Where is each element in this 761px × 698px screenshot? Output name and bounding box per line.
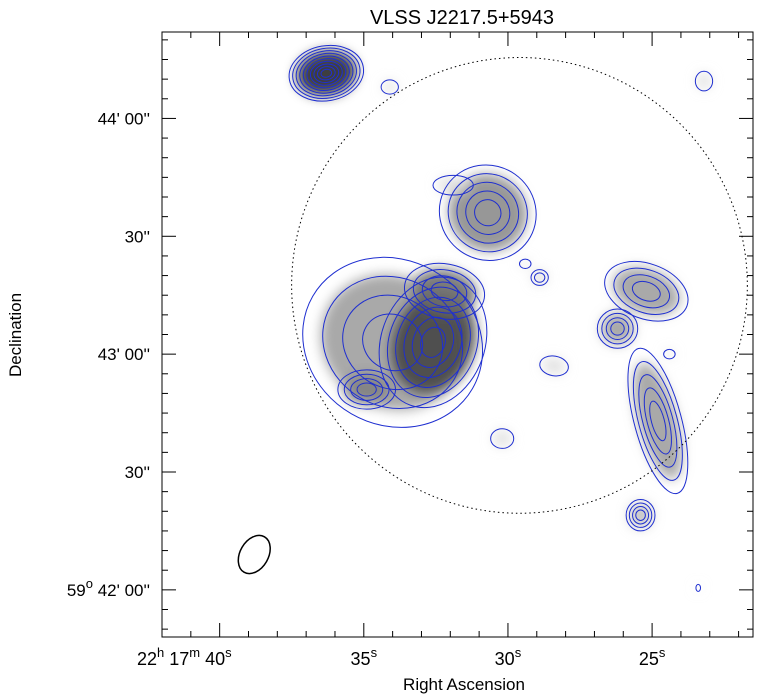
contour-level bbox=[337, 369, 397, 410]
contour-level bbox=[635, 509, 646, 521]
y-tick-label: 59o​ 42' 00'' bbox=[67, 576, 150, 600]
y-tick-label: 30'' bbox=[125, 227, 150, 246]
y-axis-label: Declination bbox=[6, 293, 25, 377]
contour-level bbox=[342, 294, 444, 391]
contour-level bbox=[395, 296, 471, 389]
contour-level bbox=[320, 68, 333, 78]
contour-level bbox=[465, 190, 511, 235]
contour-level bbox=[631, 280, 661, 302]
contour-level bbox=[412, 269, 477, 314]
x-tick-label: 25s​ bbox=[639, 645, 666, 669]
emission-blob bbox=[492, 430, 512, 447]
contour-level bbox=[299, 52, 354, 94]
emission-blob bbox=[382, 81, 397, 93]
contour-level bbox=[403, 306, 463, 378]
contour-level bbox=[380, 79, 399, 95]
contour-level bbox=[378, 276, 488, 409]
emission-blob bbox=[697, 73, 711, 89]
contour-level bbox=[288, 44, 365, 102]
contour-level bbox=[605, 317, 630, 341]
x-tick-labels: 22h​ 17m​ 40s​ 35s​ 30s​ 25s​ bbox=[137, 645, 666, 669]
contour-level bbox=[356, 382, 377, 397]
x-tick-label: 22h​ 17m​ 40s​ bbox=[137, 645, 232, 669]
contour-level bbox=[490, 428, 515, 449]
contour-level bbox=[438, 164, 537, 261]
contour-level bbox=[601, 312, 634, 345]
contour-level bbox=[292, 47, 361, 99]
contour-level bbox=[530, 269, 549, 286]
contour-level bbox=[302, 55, 350, 91]
contour-level bbox=[313, 63, 340, 84]
contour-level bbox=[350, 378, 384, 401]
contour-level bbox=[362, 313, 424, 372]
contour-level bbox=[694, 70, 714, 92]
contour-level bbox=[627, 347, 689, 495]
emission-blob bbox=[612, 267, 680, 316]
y-tick-label: 44' 00'' bbox=[98, 109, 150, 128]
contour-level bbox=[430, 281, 459, 302]
contour-level bbox=[632, 360, 683, 481]
emission-blob bbox=[412, 268, 477, 314]
greyscale-emission bbox=[296, 50, 711, 591]
axis-ticks bbox=[161, 32, 753, 637]
contour-level bbox=[604, 261, 689, 322]
contour-level bbox=[295, 50, 357, 97]
contour-level bbox=[386, 286, 480, 399]
contour-level bbox=[306, 58, 347, 89]
contour-lines bbox=[288, 44, 714, 592]
contour-level bbox=[447, 173, 528, 253]
contour-level bbox=[622, 274, 671, 309]
contour-level bbox=[632, 505, 650, 525]
emission-blob bbox=[520, 260, 530, 268]
contour-level bbox=[432, 174, 474, 196]
emission-blob bbox=[696, 585, 701, 591]
x-axis-label: Right Ascension bbox=[403, 675, 525, 694]
contour-level bbox=[613, 267, 680, 315]
x-tick-label: 35s​ bbox=[351, 645, 378, 669]
y-tick-labels: 59o​ 42' 00'' 30'' 43' 00'' 30'' 44' 00'' bbox=[67, 109, 150, 599]
field-of-view-circle bbox=[291, 57, 748, 514]
emission-blob bbox=[542, 357, 566, 374]
contour-level bbox=[322, 275, 464, 410]
contour-level bbox=[456, 181, 520, 244]
emission-blob bbox=[449, 174, 527, 251]
y-tick-label: 30'' bbox=[125, 463, 150, 482]
contour-level bbox=[316, 66, 336, 81]
contour-level bbox=[695, 583, 702, 592]
contour-level bbox=[643, 387, 672, 455]
contour-level bbox=[533, 272, 546, 283]
contour-level bbox=[420, 326, 446, 358]
contour-level bbox=[343, 373, 390, 406]
x-tick-label: 30s​ bbox=[495, 645, 522, 669]
contour-level bbox=[596, 308, 639, 349]
contour-level bbox=[649, 400, 667, 442]
contour-level bbox=[610, 321, 625, 336]
contour-level bbox=[628, 502, 653, 528]
contour-level bbox=[421, 275, 468, 308]
contour-level bbox=[638, 374, 678, 468]
contour-level bbox=[518, 258, 532, 269]
contour-level bbox=[474, 199, 502, 227]
contour-level bbox=[309, 60, 343, 86]
emission-blob bbox=[664, 350, 675, 358]
y-tick-label: 43' 00'' bbox=[98, 345, 150, 364]
contour-level bbox=[625, 499, 656, 532]
contour-level bbox=[539, 355, 569, 377]
contour-level bbox=[663, 348, 676, 360]
chart-title: VLSS J2217.5+5943 bbox=[370, 7, 554, 29]
contour-level bbox=[403, 262, 486, 320]
beam-ellipse bbox=[237, 534, 271, 575]
contour-level bbox=[302, 256, 484, 428]
